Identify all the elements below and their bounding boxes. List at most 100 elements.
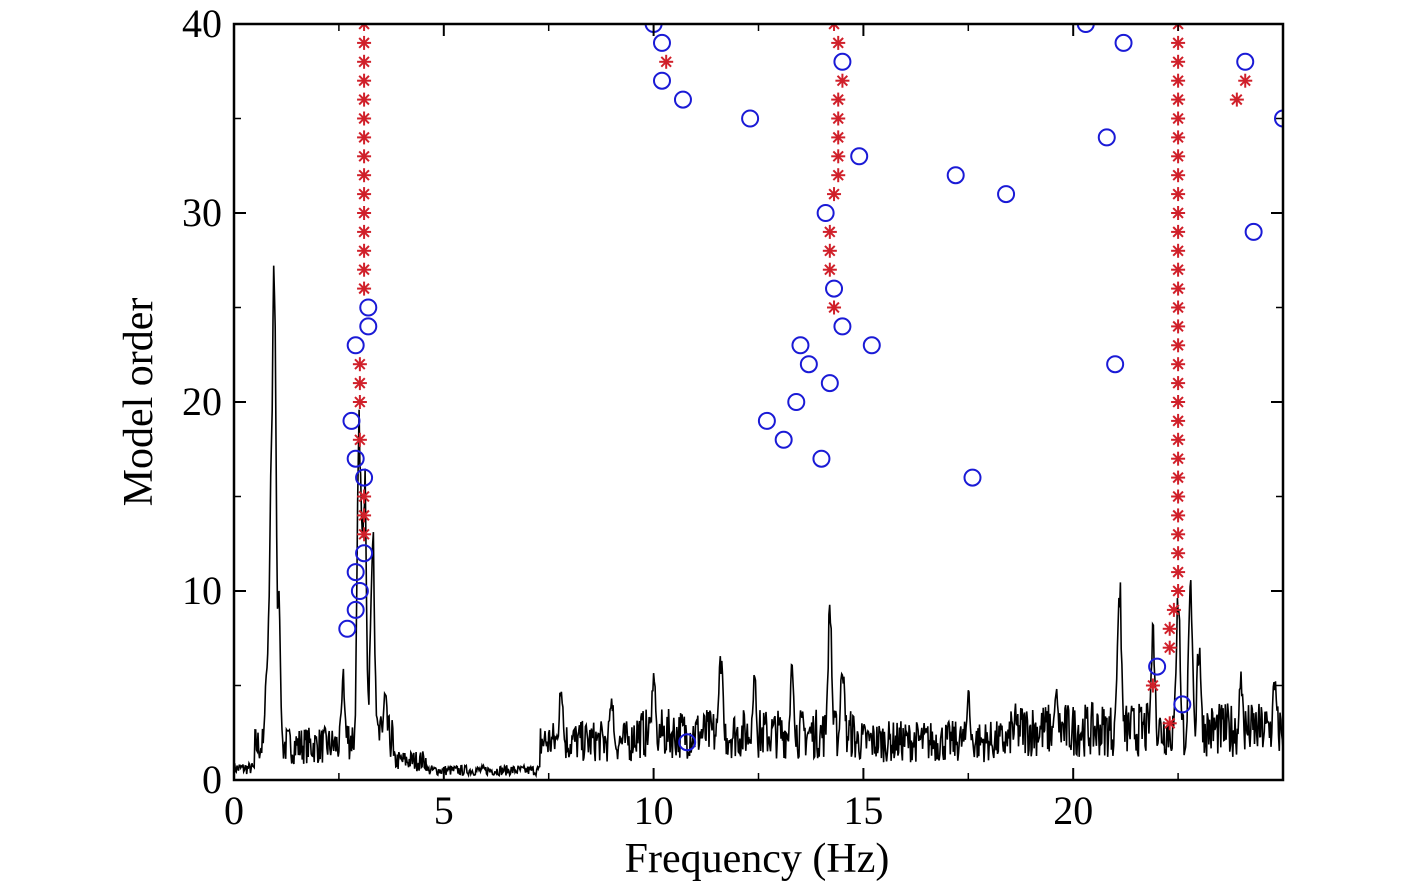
x-axis-title: Frequency (Hz) bbox=[625, 836, 890, 882]
stable-pole-marker bbox=[1171, 489, 1186, 504]
unstable-pole-marker bbox=[1274, 109, 1283, 128]
stable-pole-marker bbox=[357, 54, 372, 69]
stable-pole-marker bbox=[357, 187, 372, 202]
stable-pole-marker bbox=[1171, 35, 1186, 50]
unstable-pole-marker bbox=[346, 336, 365, 355]
unstable-pole-marker bbox=[1173, 695, 1192, 714]
stable-pole-marker bbox=[1171, 338, 1186, 353]
stable-pole-marker bbox=[357, 508, 372, 523]
stable-pole-marker bbox=[1171, 451, 1186, 466]
stable-pole-marker bbox=[831, 111, 846, 126]
unstable-pole-marker bbox=[791, 336, 810, 355]
unstable-pole-marker bbox=[825, 279, 844, 298]
stable-pole-marker bbox=[1171, 281, 1186, 296]
y-tick-label: 30 bbox=[182, 190, 222, 235]
stable-pole-marker bbox=[1171, 54, 1186, 69]
unstable-pole-marker bbox=[741, 109, 760, 128]
stable-pole-marker bbox=[357, 262, 372, 277]
stable-pole-marker bbox=[357, 281, 372, 296]
stable-pole-marker bbox=[357, 73, 372, 88]
y-tick-label: 20 bbox=[182, 379, 222, 424]
unstable-pole-marker bbox=[652, 33, 671, 52]
unstable-pole-marker bbox=[652, 71, 671, 90]
stable-pole-marker bbox=[352, 357, 367, 372]
stable-pole-marker bbox=[1166, 602, 1181, 617]
stable-pole-marker bbox=[1145, 678, 1160, 693]
unstable-pole-marker bbox=[774, 430, 793, 449]
stable-pole-marker bbox=[1171, 92, 1186, 107]
stable-pole-marker bbox=[357, 224, 372, 239]
x-tick-label: 0 bbox=[224, 788, 244, 833]
unstable-pole-marker bbox=[673, 90, 692, 109]
stable-pole-marker bbox=[1171, 470, 1186, 485]
stable-pole-marker bbox=[357, 527, 372, 542]
stable-pole-marker bbox=[1171, 111, 1186, 126]
stable-pole-marker bbox=[1171, 224, 1186, 239]
stable-pole-marker bbox=[831, 130, 846, 145]
stable-pole-marker bbox=[659, 54, 674, 69]
stable-pole-marker bbox=[1171, 168, 1186, 183]
unstable-pole-marker bbox=[1236, 52, 1255, 71]
stable-pole-marker bbox=[352, 395, 367, 409]
stable-pole-marker bbox=[357, 243, 372, 258]
unstable-pole-marker bbox=[816, 204, 835, 222]
stable-pole-marker bbox=[1171, 357, 1186, 372]
stable-pole-marker bbox=[1162, 640, 1177, 655]
stable-pole-marker bbox=[835, 73, 850, 88]
stable-pole-marker bbox=[1171, 508, 1186, 523]
unstable-pole-marker bbox=[1148, 657, 1167, 676]
stable-pole-marker bbox=[357, 149, 372, 164]
unstable-pole-marker bbox=[359, 298, 378, 317]
x-tick-label: 20 bbox=[1053, 788, 1093, 833]
unstable-pole-marker bbox=[359, 317, 378, 336]
unstable-pole-marker bbox=[346, 449, 365, 468]
stable-pole-marker bbox=[1171, 262, 1186, 277]
stable-pole-marker bbox=[831, 92, 846, 107]
unstable-pole-marker bbox=[346, 600, 365, 619]
unstable-pole-marker bbox=[1106, 355, 1125, 374]
stable-pole-marker bbox=[1171, 565, 1186, 580]
stable-pole-marker bbox=[357, 489, 372, 504]
y-tick-label: 10 bbox=[182, 568, 222, 613]
stable-pole-marker bbox=[352, 376, 367, 391]
stable-pole-marker bbox=[1171, 149, 1186, 164]
stable-pole-marker bbox=[1171, 187, 1186, 202]
stable-pole-marker bbox=[827, 187, 842, 202]
stable-pole-marker bbox=[1171, 527, 1186, 542]
unstable-pole-marker bbox=[1244, 222, 1263, 241]
marks-layer bbox=[338, 24, 1283, 752]
unstable-pole-marker bbox=[1114, 33, 1133, 52]
unstable-pole-marker bbox=[963, 468, 982, 487]
stable-pole-marker bbox=[1162, 621, 1177, 636]
unstable-pole-marker bbox=[833, 317, 852, 336]
ticks-layer: 0 5 10 15 20 0 10 20 30 40 bbox=[182, 1, 1283, 833]
stable-pole-marker bbox=[1238, 73, 1253, 88]
unstable-pole-marker bbox=[787, 393, 806, 411]
unstable-pole-marker bbox=[678, 733, 697, 752]
unstable-pole-marker bbox=[1076, 24, 1095, 33]
spectrum-trace-layer bbox=[234, 265, 1283, 779]
stable-pole-marker bbox=[1171, 395, 1186, 409]
stable-pole-marker bbox=[822, 224, 837, 239]
y-tick-label: 40 bbox=[182, 1, 222, 46]
stable-pole-marker bbox=[827, 300, 842, 315]
unstable-pole-marker bbox=[346, 563, 365, 582]
plot-frame bbox=[232, 22, 1285, 782]
unstable-pole-marker bbox=[820, 374, 839, 393]
stable-pole-marker bbox=[831, 168, 846, 183]
stable-pole-marker bbox=[1171, 432, 1186, 447]
stable-pole-marker bbox=[357, 111, 372, 126]
unstable-pole-marker bbox=[350, 582, 369, 600]
unstable-pole-marker bbox=[355, 544, 374, 563]
stable-pole-marker bbox=[831, 35, 846, 50]
unstable-pole-marker bbox=[862, 336, 881, 355]
stable-pole-marker bbox=[352, 432, 367, 447]
stable-pole-marker bbox=[357, 35, 372, 50]
stable-pole-marker bbox=[822, 262, 837, 277]
stable-pole-marker bbox=[1229, 92, 1244, 107]
y-axis-title: Model order bbox=[116, 298, 162, 507]
stable-pole-marker bbox=[1171, 376, 1186, 391]
stable-pole-marker bbox=[357, 206, 372, 220]
